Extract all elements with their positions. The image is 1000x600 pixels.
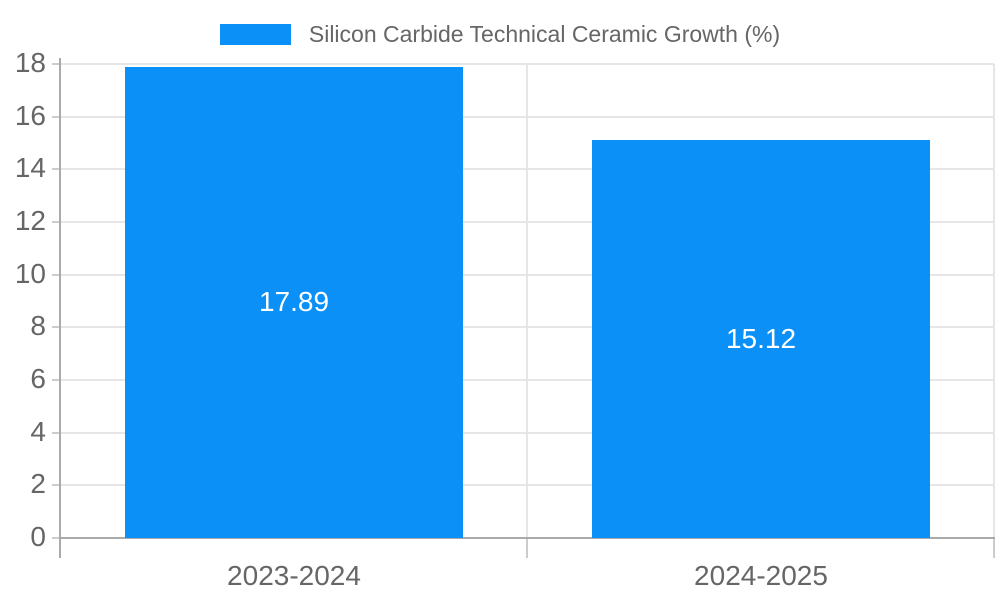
x-category-label: 2023-2024 <box>227 560 361 591</box>
y-tick-label: 0 <box>30 520 46 552</box>
y-tick-label: 12 <box>14 204 46 236</box>
y-axis-line <box>59 58 61 558</box>
legend-label: Silicon Carbide Technical Ceramic Growth… <box>308 20 781 47</box>
y-tick-label: 14 <box>14 151 46 183</box>
y-tick-label: 18 <box>14 46 46 78</box>
x-tick <box>993 538 995 558</box>
x-category-label: 2024-2025 <box>694 560 828 591</box>
y-tick <box>52 537 60 539</box>
y-tick-label: 2 <box>30 467 46 499</box>
y-tick <box>52 63 60 65</box>
y-tick-label: 10 <box>14 257 46 289</box>
x-axis-line <box>59 537 995 539</box>
y-tick <box>52 326 60 328</box>
y-tick <box>52 484 60 486</box>
bar-value-label: 15.12 <box>725 323 797 354</box>
x-tick <box>526 538 528 558</box>
y-tick <box>52 116 60 118</box>
y-tick-label: 4 <box>30 415 46 447</box>
legend: Silicon Carbide Technical Ceramic Growth… <box>0 20 1000 48</box>
y-tick-label: 16 <box>14 99 46 131</box>
y-tick <box>52 432 60 434</box>
y-tick-label: 8 <box>30 309 46 341</box>
plot-right-border <box>993 64 995 538</box>
bar <box>125 67 463 538</box>
y-tick <box>52 379 60 381</box>
y-tick <box>52 168 60 170</box>
y-tick <box>52 221 60 223</box>
y-tick <box>52 274 60 276</box>
bar <box>592 140 930 538</box>
legend-swatch <box>219 23 291 45</box>
bar-value-label: 17.89 <box>258 286 330 317</box>
category-divider <box>526 64 528 538</box>
y-tick-label: 6 <box>30 362 46 394</box>
